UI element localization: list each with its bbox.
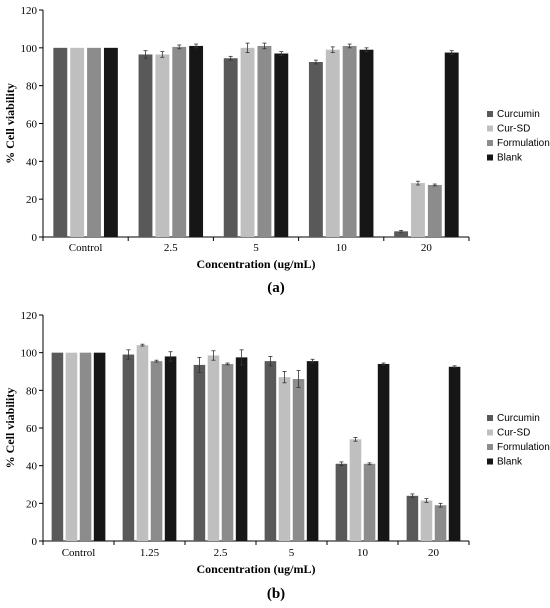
legend-entry: Cur-SD: [497, 428, 530, 439]
bar: [65, 352, 78, 541]
x-axis-title: Concentration (ug/mL): [197, 562, 316, 576]
bar: [138, 54, 153, 238]
bar: [155, 54, 170, 238]
bar: [363, 463, 376, 541]
y-tick-label: 80: [26, 81, 38, 93]
bar: [122, 354, 135, 541]
x-tick-label: 1.25: [140, 547, 160, 559]
bar: [70, 47, 85, 238]
x-tick-label: 2.5: [164, 242, 178, 254]
bar: [172, 46, 187, 238]
y-tick-label: 40: [26, 461, 38, 473]
legend-swatch: [487, 140, 493, 146]
bar: [427, 184, 442, 237]
y-tick-label: 120: [21, 5, 38, 17]
y-tick-label: 0: [32, 536, 38, 548]
legend-swatch: [487, 429, 493, 436]
y-tick-label: 100: [21, 43, 38, 55]
bar: [349, 439, 362, 541]
bar: [342, 45, 357, 237]
bar: [448, 366, 461, 541]
y-tick-label: 40: [26, 156, 38, 168]
x-tick-label: Control: [69, 242, 103, 254]
bar: [434, 505, 447, 541]
bar: [193, 364, 206, 541]
bar: [53, 47, 68, 238]
y-tick-label: 0: [32, 232, 38, 244]
bar: [240, 47, 255, 238]
legend-swatch: [487, 125, 493, 132]
x-tick-label: 20: [428, 547, 440, 559]
legend-entry: Formulation: [497, 138, 550, 149]
bar: [103, 47, 118, 238]
x-tick-label: 10: [357, 547, 369, 559]
y-axis-title: % Cell viability: [3, 83, 17, 164]
bar: [257, 45, 272, 237]
x-axis-title: Concentration (ug/mL): [197, 257, 316, 271]
x-tick-label: 20: [421, 242, 433, 254]
legend-entry: Blank: [497, 457, 523, 468]
bar: [164, 356, 177, 541]
bar: [411, 183, 425, 237]
legend-swatch: [487, 415, 493, 421]
bar: [136, 345, 149, 541]
y-tick-label: 60: [26, 423, 38, 435]
bar: [221, 363, 234, 541]
chart-panel-a: 0 20 40 60 80 100 120 Control 2.5 5 10 20 % Cell via…: [3, 5, 550, 296]
bar: [278, 377, 291, 541]
bar: [93, 352, 106, 541]
panel-label: (b): [267, 586, 285, 602]
bar: [420, 500, 433, 541]
bar: [79, 352, 92, 541]
bar: [150, 361, 163, 541]
legend-swatch: [487, 444, 493, 450]
bar: [335, 463, 348, 541]
chart-panel-b: 0 20 40 60 80 100 120 Control 1.25 2.5 5 10 20 % Cell…: [3, 310, 550, 602]
bar: [325, 49, 340, 237]
bar: [394, 231, 409, 237]
x-tick-label: Control: [62, 547, 96, 559]
y-tick-label: 100: [21, 348, 38, 360]
legend-swatch: [487, 111, 493, 117]
bar: [274, 53, 289, 238]
bar: [377, 363, 390, 541]
y-tick-label: 20: [26, 498, 38, 510]
legend-swatch: [487, 154, 493, 161]
bar: [223, 58, 238, 237]
x-tick-label: 5: [253, 242, 259, 254]
legend-entry: Curcumin: [497, 413, 540, 424]
bar: [292, 379, 305, 541]
y-tick-label: 80: [26, 385, 38, 397]
bar: [359, 49, 374, 237]
legend-entry: Curcumin: [497, 109, 540, 120]
bar: [308, 62, 323, 238]
panel-label: (a): [267, 280, 285, 296]
bar: [235, 357, 248, 541]
bar: [406, 495, 419, 541]
legend-swatch: [487, 458, 493, 465]
y-tick-label: 60: [26, 119, 38, 131]
y-axis-title: % Cell viability: [3, 388, 17, 469]
bar: [306, 361, 319, 541]
bar: [444, 52, 459, 237]
x-tick-label: 2.5: [214, 547, 228, 559]
bar: [87, 47, 101, 238]
bar: [207, 355, 220, 541]
x-tick-label: 5: [289, 547, 295, 559]
x-tick-label: 10: [336, 242, 348, 254]
legend-entry: Blank: [497, 153, 523, 164]
bar: [189, 45, 204, 237]
bar: [51, 352, 64, 541]
y-tick-label: 120: [21, 310, 38, 322]
bar: [264, 361, 277, 541]
legend-entry: Cur-SD: [497, 124, 530, 135]
y-tick-label: 20: [26, 194, 38, 206]
legend-entry: Formulation: [497, 442, 550, 453]
